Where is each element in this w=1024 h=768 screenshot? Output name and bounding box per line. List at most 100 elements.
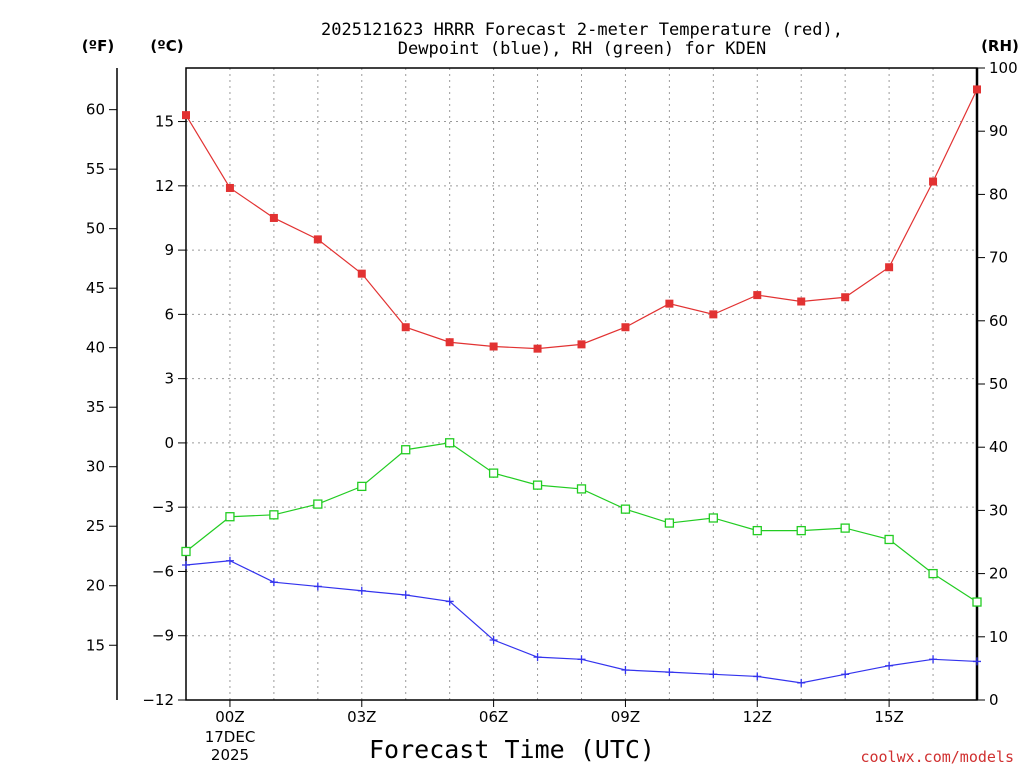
dewpoint-point <box>533 653 542 662</box>
dewpoint-point <box>709 670 718 679</box>
rh-point <box>620 504 631 514</box>
temperature-point <box>929 177 938 186</box>
fahrenheit-tick-label: 15 <box>86 636 105 654</box>
grid-lines <box>186 68 977 700</box>
temperature-point <box>665 299 674 308</box>
temperature-point <box>709 310 718 319</box>
celsius-tick-label: −3 <box>152 498 174 516</box>
celsius-tick-label: −12 <box>142 691 174 709</box>
temperature-point <box>489 342 498 351</box>
dewpoint-point <box>313 582 322 591</box>
rh-point <box>445 438 455 448</box>
rh-point <box>708 513 718 523</box>
dewpoint-point <box>885 661 894 670</box>
rh-point <box>972 597 982 607</box>
rh-tick-label: 20 <box>989 565 1008 583</box>
celsius-tick-label: −9 <box>152 627 174 645</box>
rh-tick-label: 80 <box>989 185 1008 203</box>
date-label-year: 2025 <box>211 746 249 764</box>
dewpoint-point <box>182 561 190 570</box>
temperature-point <box>182 111 190 120</box>
temperature-point <box>401 323 410 332</box>
celsius-unit-label: (ºC) <box>150 37 183 55</box>
temperature-point <box>577 340 586 349</box>
rh-point <box>796 525 806 536</box>
rh-tick-label: 60 <box>989 312 1008 330</box>
date-label-day: 17DEC <box>205 728 256 746</box>
dewpoint-point <box>929 655 938 664</box>
rh-point <box>401 445 411 455</box>
fahrenheit-tick-label: 25 <box>86 517 105 535</box>
rh-point <box>532 480 543 490</box>
title-line-1: 2025121623 HRRR Forecast 2-meter Tempera… <box>321 20 843 40</box>
rh-point <box>269 510 279 520</box>
fahrenheit-tick-label: 40 <box>86 339 105 357</box>
temperature-point <box>445 338 454 347</box>
x-tick-label: 15Z <box>874 708 903 726</box>
temperature-point <box>621 323 630 332</box>
dewpoint-point <box>401 591 410 600</box>
rh-tick-label: 10 <box>989 628 1008 646</box>
temperature-point <box>357 269 366 278</box>
rh-unit-label: (RH) <box>981 37 1019 55</box>
plot-frame <box>185 67 978 701</box>
credit-label: coolwx.com/models <box>860 748 1014 766</box>
temperature-point <box>313 235 322 244</box>
x-axis-title: Forecast Time (UTC) <box>369 735 655 764</box>
rh-tick-label: 90 <box>989 122 1008 140</box>
rh-point <box>576 484 587 494</box>
x-tick-label: 03Z <box>347 708 376 726</box>
temperature-point <box>533 344 542 353</box>
rh-tick-label: 50 <box>989 375 1008 393</box>
fahrenheit-unit-label: (ºF) <box>82 37 114 55</box>
celsius-tick-label: 6 <box>164 305 174 323</box>
dewpoint-point <box>753 672 762 681</box>
celsius-tick-label: 12 <box>155 177 174 195</box>
fahrenheit-tick-label: 20 <box>86 577 105 595</box>
x-tick-label: 06Z <box>479 708 508 726</box>
rh-tick-label: 70 <box>989 249 1008 267</box>
temperature-point <box>797 297 806 306</box>
celsius-tick-label: 3 <box>164 370 174 388</box>
fahrenheit-tick-label: 35 <box>86 398 105 416</box>
x-tick-label: 12Z <box>743 708 772 726</box>
rh-point <box>225 512 235 522</box>
temperature-point <box>885 263 894 272</box>
dewpoint-point <box>445 597 454 606</box>
x-tick-label: 09Z <box>611 708 640 726</box>
dewpoint-point <box>489 636 498 645</box>
rh-point <box>357 481 367 492</box>
rh-point <box>752 525 762 536</box>
fahrenheit-tick-label: 60 <box>86 101 105 119</box>
temperature-point <box>973 85 981 94</box>
dewpoint-point <box>797 678 806 687</box>
title-line-2: Dewpoint (blue), RH (green) for KDEN <box>398 39 766 59</box>
dewpoint-point <box>973 657 981 666</box>
celsius-tick-label: −6 <box>152 562 174 580</box>
fahrenheit-tick-label: 45 <box>86 279 105 297</box>
dewpoint-point <box>665 668 674 677</box>
celsius-tick-label: 15 <box>155 113 174 131</box>
rh-point <box>488 468 499 478</box>
dewpoint-point <box>621 666 630 675</box>
temperature-point <box>841 293 850 302</box>
temperature-point <box>753 291 762 300</box>
rh-point <box>664 518 675 528</box>
temperature-point <box>225 183 234 192</box>
rh-point <box>884 534 894 545</box>
rh-tick-label: 40 <box>989 438 1008 456</box>
temperature-point <box>269 213 278 222</box>
celsius-tick-label: 9 <box>164 241 174 259</box>
fahrenheit-tick-label: 30 <box>86 458 105 476</box>
rh-point <box>181 546 191 557</box>
rh-tick-label: 30 <box>989 501 1008 519</box>
rh-point <box>928 568 938 579</box>
rh-tick-label: 100 <box>989 59 1018 77</box>
fahrenheit-tick-label: 55 <box>86 160 105 178</box>
dewpoint-point <box>841 670 850 679</box>
rh-point <box>840 523 850 533</box>
series-layer <box>181 85 982 687</box>
dewpoint-point <box>269 578 278 587</box>
celsius-tick-label: 0 <box>164 434 174 452</box>
